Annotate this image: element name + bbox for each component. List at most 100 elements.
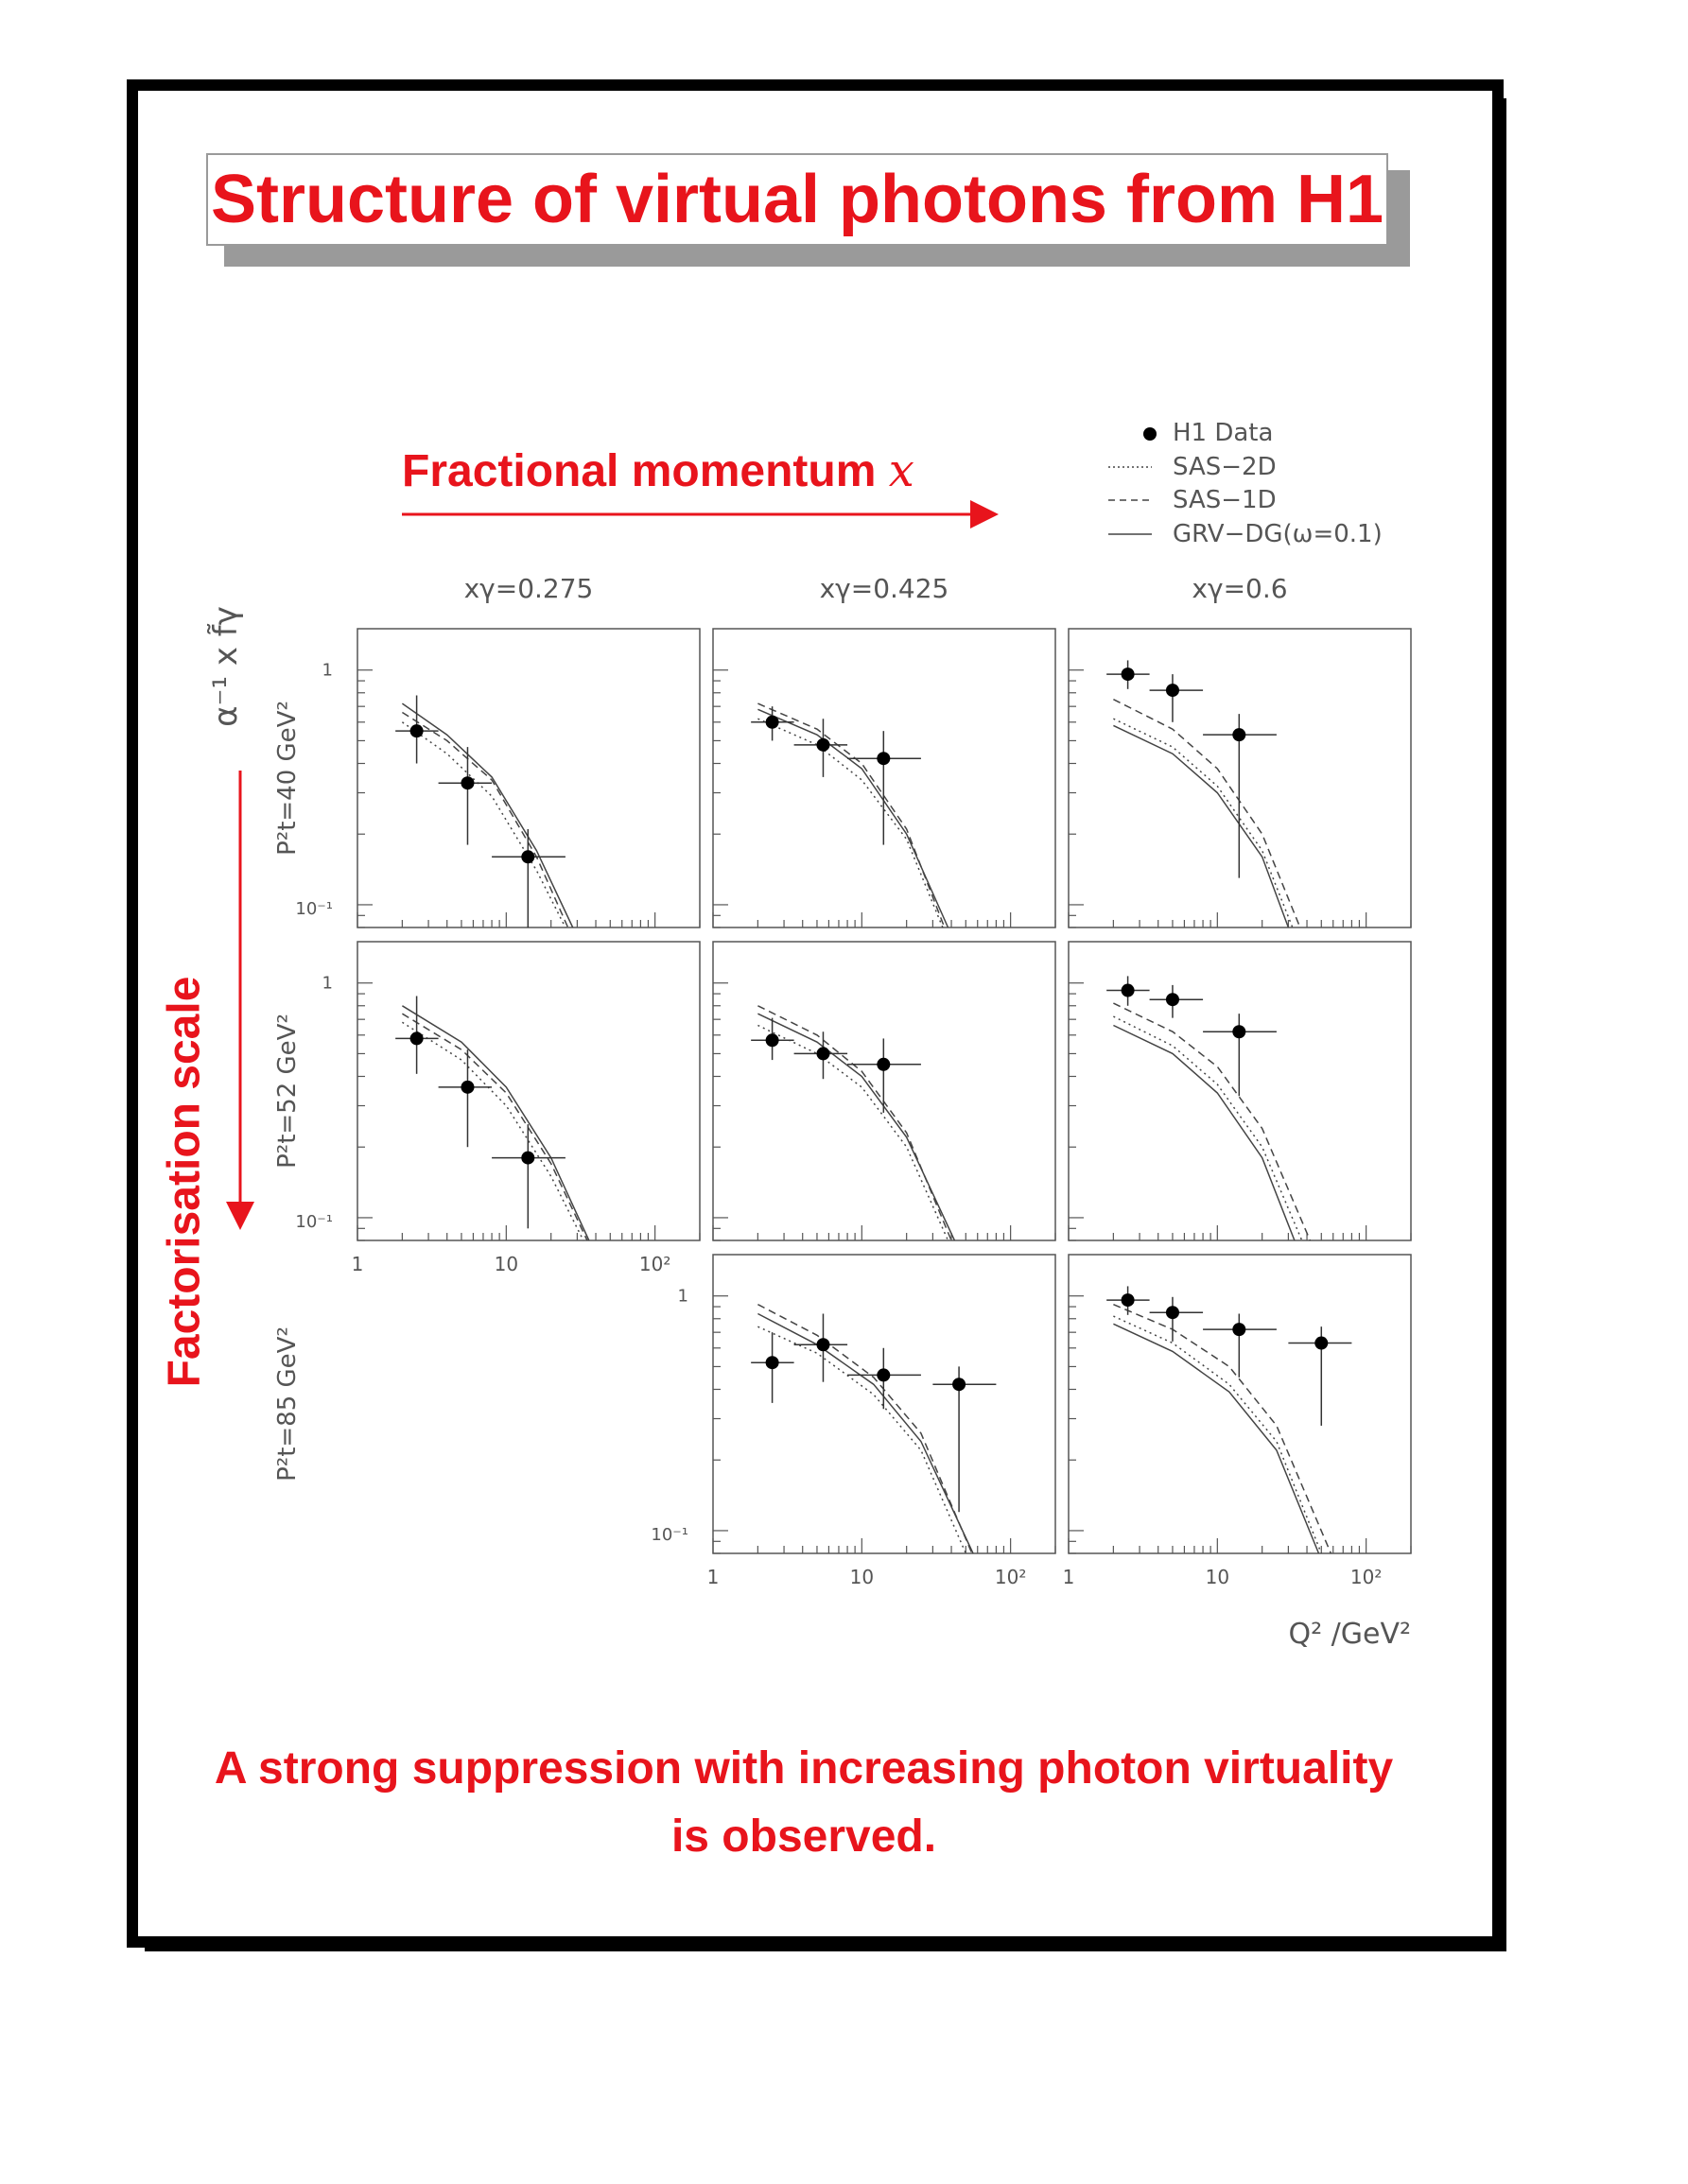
curve-dashed [1113,1304,1332,1554]
curve-solid [1113,1323,1320,1554]
conclusion: A strong suppression with increasing pho… [151,1735,1456,1871]
conclusion-line-1: A strong suppression with increasing pho… [214,1743,1394,1794]
data-point [816,1047,830,1061]
curve-solid [1113,1024,1296,1241]
data-point [1121,983,1135,997]
panel-frame [712,941,1056,1241]
data-point [877,1368,891,1382]
panel-frame [1068,941,1412,1241]
y-tick-label: 10⁻¹ [295,1212,333,1232]
curve-dashed [1113,1002,1312,1241]
data-point [765,715,779,729]
curve-dashed [402,1013,588,1241]
data-point [409,1031,424,1046]
data-point [765,1356,779,1370]
x-direction-label: Fractional momentum x [402,444,914,497]
x-direction-text: Fractional momentum [402,446,877,496]
row-label: P²t=52 GeV² [273,1014,302,1169]
x-tick-label: 10 [850,1566,874,1588]
row-label: P²t=40 GeV² [273,701,302,856]
plot-panel: 1 10⁻¹ [295,628,701,928]
data-point [1165,684,1179,698]
x-tick-label: 10 [1206,1566,1229,1588]
curve-dotted [757,1024,949,1241]
page-title: Structure of virtual photons from H1 [210,162,1384,237]
curve-solid [757,1013,956,1241]
conclusion-line-2: is observed. [670,1811,937,1862]
data-point [765,1033,779,1048]
data-point [1314,1336,1329,1350]
curve-solid [757,1312,974,1554]
curve-dotted [1113,718,1294,928]
data-point [1121,667,1135,682]
plot-panel [1068,941,1412,1241]
data-point [1232,728,1246,742]
x-tick-label: 1 [352,1253,364,1275]
data-point [521,850,535,864]
x-axis-label: Q² /GeV² [1288,1618,1411,1651]
y-tick-label: 10⁻¹ [651,1525,688,1545]
data-point [1232,1323,1246,1337]
plot-panel [712,941,1056,1241]
panel-frame [1068,628,1412,928]
plot-panel: 1 10⁻¹ [295,941,701,1241]
data-point [816,737,830,752]
column-header: xγ=0.6 [1192,573,1287,604]
y-tick-label: 1 [678,1287,688,1307]
plot-panel [1068,628,1412,928]
column-header: xγ=0.275 [464,573,594,604]
curve-dashed [401,711,569,928]
legend: H1 Data SAS−2D SAS−1D GRV−DG(ω=0.1) [1108,419,1383,548]
y-tick-label: 10⁻¹ [295,899,333,919]
data-point [1121,1293,1135,1308]
data-point [1165,993,1179,1007]
legend-label: SAS−1D [1173,486,1277,514]
legend-marker [1143,427,1157,441]
legend-label: H1 Data [1173,419,1273,447]
data-point [877,752,891,766]
x-tick-label: 10² [1350,1566,1382,1588]
y-tick-label: 1 [322,661,333,681]
data-point [1165,1306,1179,1320]
data-point [1232,1025,1246,1039]
curve-solid [1113,724,1290,928]
curve-dotted [401,1021,584,1241]
y-axis-label: α⁻¹ x f̃γ [207,606,245,727]
plot-panel [1068,1254,1412,1554]
curve-solid [402,1005,590,1241]
curve-dotted [757,1326,966,1554]
legend-label: SAS−2D [1173,453,1277,481]
plot-panel [712,628,1056,928]
slide-frame [127,79,1504,1948]
data-point [521,1151,535,1165]
curve-dotted [757,718,944,928]
curve-dotted [401,721,566,928]
column-header: xγ=0.425 [820,573,949,604]
x-tick-label: 1 [1063,1566,1075,1588]
data-point [816,1338,830,1352]
panel-frame [712,628,1056,928]
y-tick-label: 1 [322,974,333,994]
panel-frame [1068,1254,1412,1554]
panel-frame [357,941,701,1241]
curve-dashed [1113,699,1301,928]
legend-label: GRV−DG(ω=0.1) [1173,520,1383,548]
curve-dashed [757,1304,973,1554]
x-tick-label: 10² [639,1253,670,1275]
data-point [409,724,424,738]
data-point [877,1057,891,1071]
panel-frame [712,1254,1056,1554]
data-point [461,1080,475,1094]
data-point [461,776,475,790]
plot-panel: 1 10⁻¹ [651,1254,1056,1554]
curve-dotted [1113,1315,1322,1554]
x-tick-label: 10 [495,1253,518,1275]
title-box: Structure of virtual photons from H1 [206,153,1388,246]
curve-dashed [757,702,946,928]
curve-solid [757,708,949,928]
row-label: P²t=85 GeV² [273,1326,302,1482]
x-direction-symbol: x [888,444,914,497]
curve-dotted [1113,1015,1303,1241]
curve-solid [401,702,574,928]
